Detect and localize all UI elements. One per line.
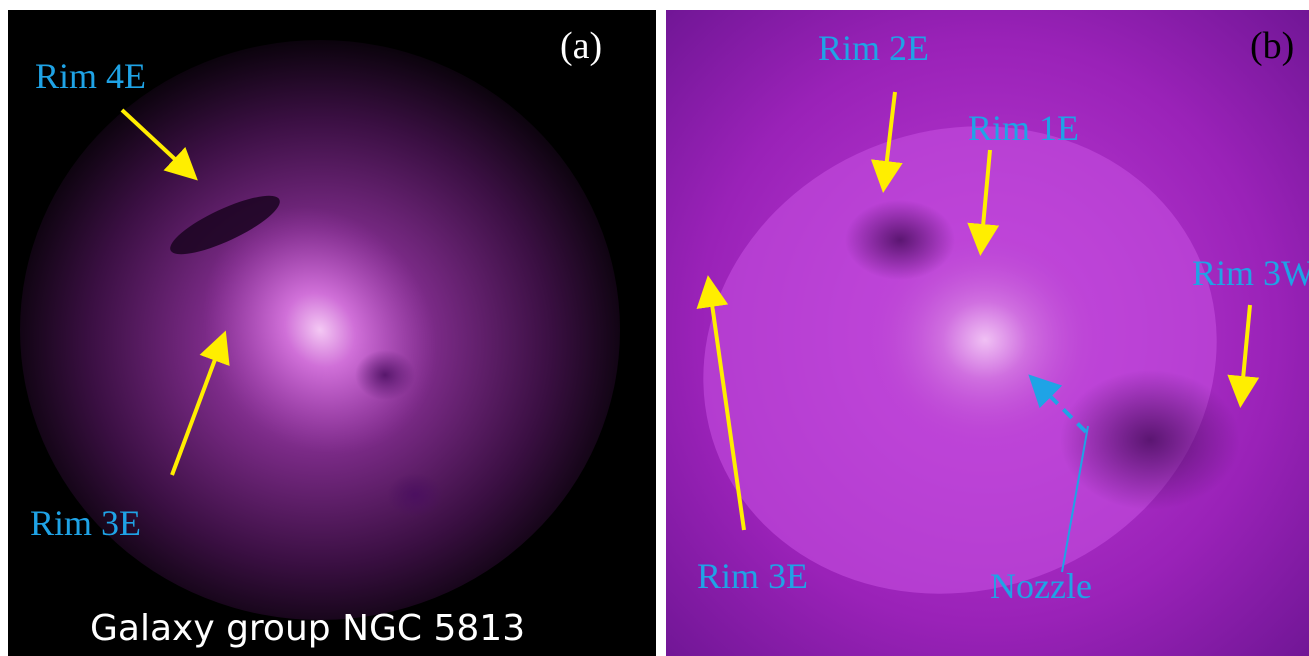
panel-tag: (a) xyxy=(560,25,602,67)
caption: Galaxy group NGC 5813 xyxy=(90,608,525,649)
annotation: Rim 3W xyxy=(1192,253,1309,293)
cavity xyxy=(1060,370,1240,510)
annotation: Rim 3E xyxy=(697,556,808,596)
panel-tag: (b) xyxy=(1250,25,1294,67)
annotation: Rim 3E xyxy=(30,503,141,543)
annotation: Rim 1E xyxy=(968,108,1079,148)
annotation: Rim 4E xyxy=(35,56,146,96)
annotation: Nozzle xyxy=(990,566,1092,606)
cavity xyxy=(845,200,955,280)
annotation: Rim 2E xyxy=(818,28,929,68)
cavity xyxy=(355,350,415,400)
panel-b: Rim 2E Rim 1E Rim 3W Rim 3E Nozzle (b) xyxy=(637,10,1309,656)
panel-a: Rim 4E Rim 3E (a) Galaxy group NGC 5813 xyxy=(8,10,656,656)
figure: Rim 4E Rim 3E (a) Galaxy group NGC 5813 … xyxy=(0,0,1309,656)
cavity xyxy=(387,473,443,517)
